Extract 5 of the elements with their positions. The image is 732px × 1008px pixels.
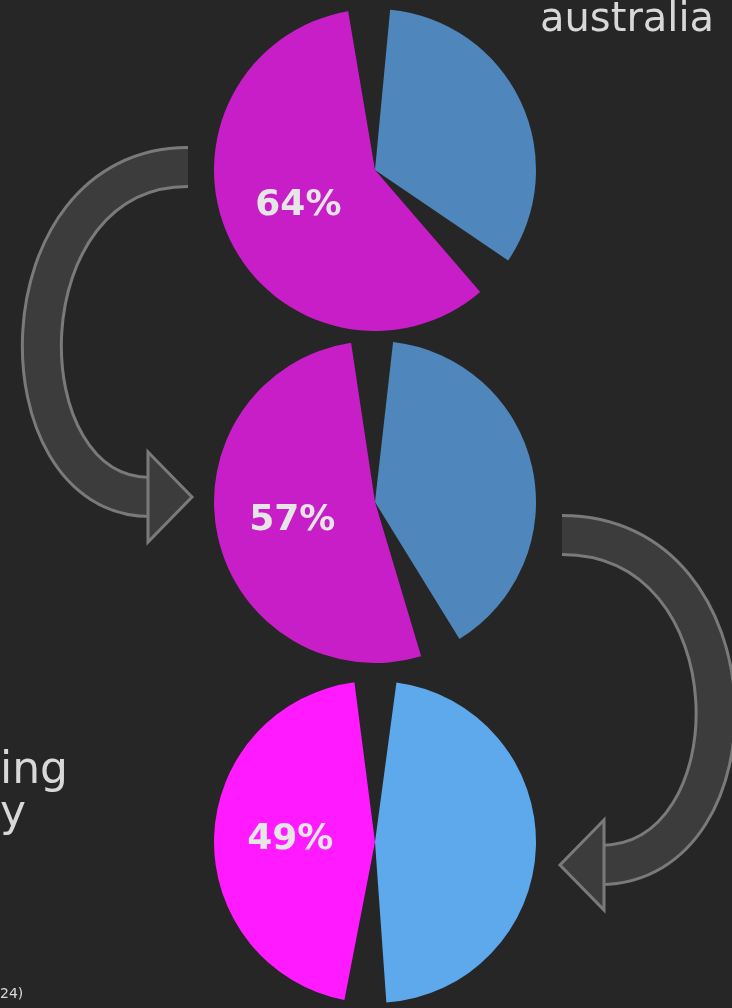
text: 24) (0, 985, 24, 1001)
data-label: 49% (247, 815, 334, 857)
data-label: 57% (249, 496, 336, 538)
text: australia (540, 0, 715, 40)
data-label: 64% (255, 182, 342, 224)
